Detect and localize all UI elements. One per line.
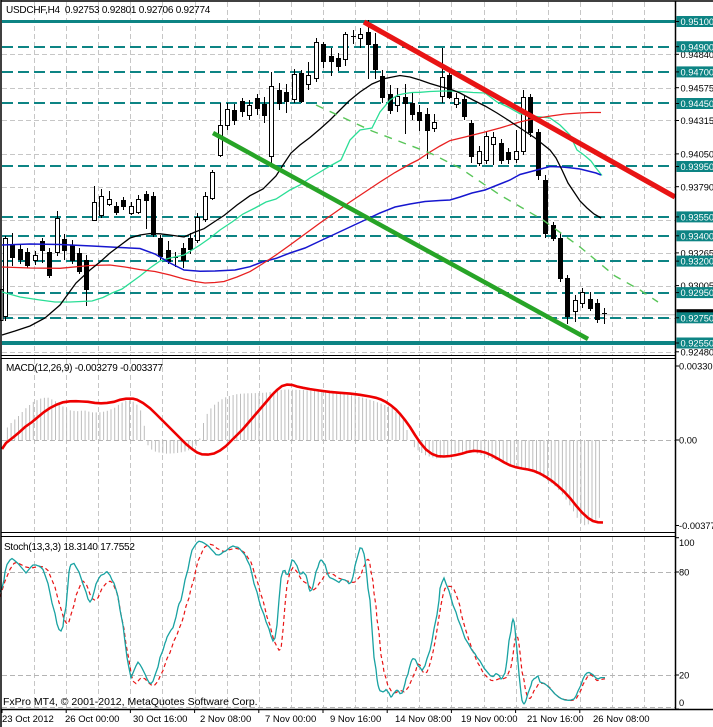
svg-text:0.93200: 0.93200 (681, 257, 713, 267)
svg-text:26 Oct 00:00: 26 Oct 00:00 (65, 714, 119, 725)
svg-text:0.93005: 0.93005 (681, 281, 713, 291)
svg-text:0.00330: 0.00330 (679, 362, 713, 372)
svg-text:100: 100 (679, 538, 695, 548)
svg-text:0.92950: 0.92950 (681, 288, 713, 298)
svg-text:0.95100: 0.95100 (681, 17, 713, 27)
svg-text:0.93790: 0.93790 (681, 182, 713, 192)
svg-text:0.94450: 0.94450 (681, 99, 713, 109)
svg-text:0.94050: 0.94050 (681, 150, 713, 160)
svg-text:2 Nov 08:00: 2 Nov 08:00 (200, 714, 251, 725)
svg-text:USDCHF,H4 0.92753 0.92801 0.9: USDCHF,H4 0.92753 0.92801 0.92706 0.9277… (6, 5, 211, 16)
svg-text:0.92480: 0.92480 (681, 347, 713, 357)
svg-text:23 Oct 2012: 23 Oct 2012 (2, 714, 54, 725)
svg-text:80: 80 (679, 568, 689, 578)
svg-text:0.92550: 0.92550 (681, 339, 713, 349)
svg-text:MACD(12,26,9) -0.003279 -0.003: MACD(12,26,9) -0.003279 -0.003377 (6, 363, 164, 374)
svg-text:30 Oct 16:00: 30 Oct 16:00 (133, 714, 187, 725)
svg-text:FxPro MT4, © 2001-2012, MetaQu: FxPro MT4, © 2001-2012, MetaQuotes Softw… (3, 696, 258, 708)
svg-text:14 Nov 08:00: 14 Nov 08:00 (395, 714, 452, 725)
svg-text:0.94900: 0.94900 (681, 42, 713, 52)
svg-text:0.94315: 0.94315 (681, 116, 713, 126)
svg-text:0.92750: 0.92750 (681, 313, 713, 323)
svg-text:0: 0 (679, 698, 684, 708)
svg-text:0.00: 0.00 (679, 436, 697, 446)
svg-text:0.93950: 0.93950 (681, 162, 713, 172)
svg-text:0.93265: 0.93265 (681, 249, 713, 259)
svg-text:0.94575: 0.94575 (681, 83, 713, 93)
svg-text:0.94840: 0.94840 (681, 50, 713, 60)
svg-text:20: 20 (679, 671, 689, 681)
svg-text:0.94700: 0.94700 (681, 68, 713, 78)
svg-text:9 Nov 16:00: 9 Nov 16:00 (330, 714, 381, 725)
svg-text:0.93550: 0.93550 (681, 213, 713, 223)
svg-text:-0.00377: -0.00377 (679, 521, 713, 531)
svg-text:21 Nov 16:00: 21 Nov 16:00 (527, 714, 584, 725)
svg-text:19 Nov 00:00: 19 Nov 00:00 (461, 714, 518, 725)
svg-text:26 Nov 08:00: 26 Nov 08:00 (593, 714, 650, 725)
svg-text:0.93400: 0.93400 (681, 231, 713, 241)
svg-text:7 Nov 00:00: 7 Nov 00:00 (265, 714, 316, 725)
svg-text:Stoch(13,3,3) 18.3140 17.7552: Stoch(13,3,3) 18.3140 17.7552 (4, 542, 135, 553)
